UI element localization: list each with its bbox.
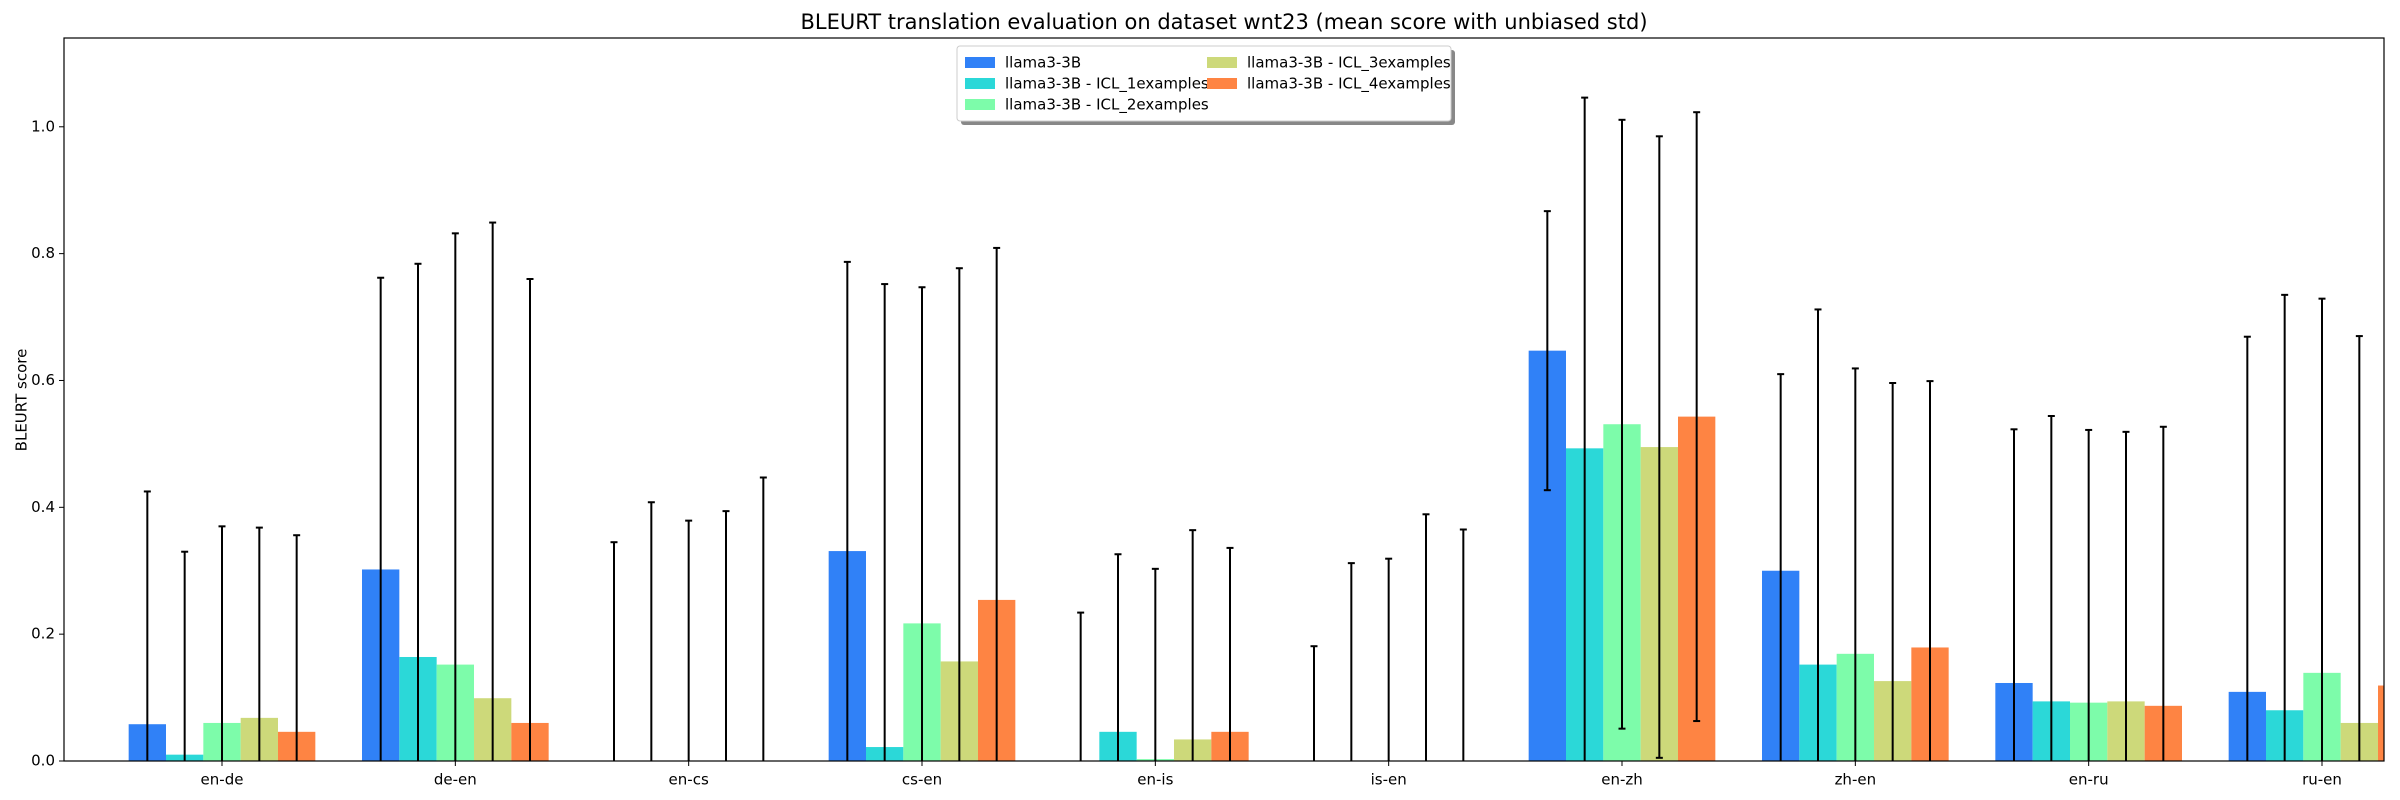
x-tick-label: zh-en: [1835, 771, 1877, 789]
y-tick-label: 0.8: [31, 244, 55, 262]
x-tick-label: en-de: [201, 771, 244, 789]
legend-box: [956, 45, 1452, 122]
legend-label: llama3-3B - ICL_2examples: [1005, 96, 1209, 115]
y-tick-label: 1.0: [31, 117, 55, 135]
y-tick-label: 0.6: [31, 371, 55, 389]
x-tick-label: cs-en: [902, 771, 942, 789]
legend-swatch: [1207, 57, 1237, 68]
x-tick-label: ru-en: [2302, 771, 2342, 789]
legend-label: llama3-3B - ICL_4examples: [1247, 75, 1451, 94]
y-tick-label: 0.4: [31, 498, 55, 516]
y-axis-label: BLEURT score: [13, 349, 31, 452]
legend-swatch: [1207, 78, 1237, 89]
x-tick-label: en-zh: [1601, 771, 1643, 789]
legend-swatch: [965, 78, 995, 89]
chart-title: BLEURT translation evaluation on dataset…: [800, 10, 1647, 34]
x-tick-label: is-en: [1371, 771, 1407, 789]
bar: [2378, 685, 2384, 761]
x-tick-label: en-cs: [669, 771, 709, 789]
legend-label: llama3-3B - ICL_3examples: [1247, 54, 1451, 73]
legend-swatch: [965, 99, 995, 110]
x-tick-label: de-en: [434, 771, 477, 789]
legend-label: llama3-3B: [1005, 54, 1081, 72]
legend-swatch: [965, 57, 995, 68]
axes-frame: [63, 37, 2385, 762]
y-tick-label: 0.0: [31, 752, 55, 770]
y-tick-label: 0.2: [31, 625, 55, 643]
plot-area: [128, 96, 2384, 761]
x-tick-label: en-ru: [2069, 771, 2109, 789]
x-tick-label: en-is: [1137, 771, 1173, 789]
legend-label: llama3-3B - ICL_1examples: [1005, 75, 1209, 94]
